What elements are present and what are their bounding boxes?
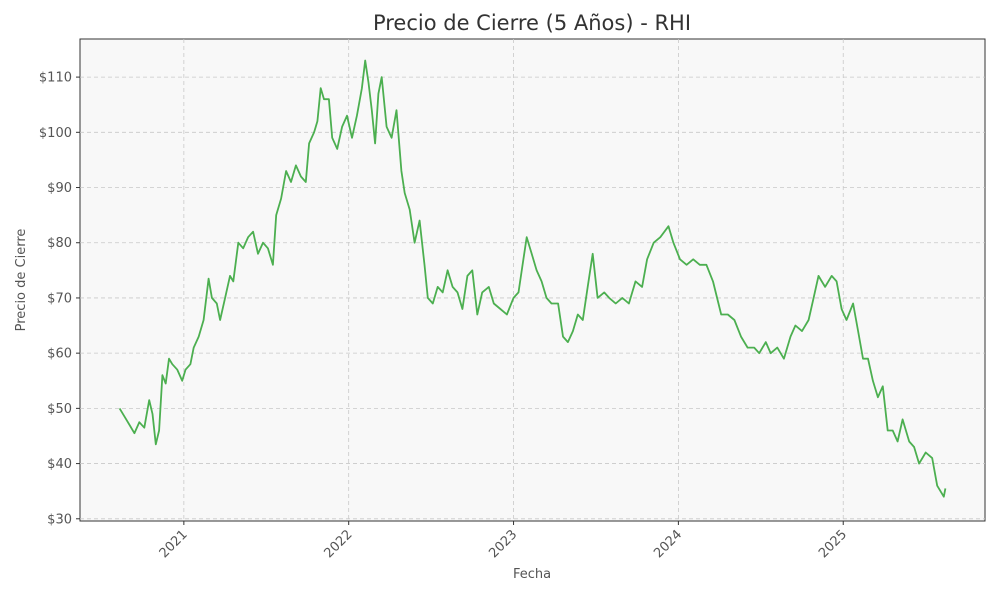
x-tick-label: 2025 (816, 527, 850, 561)
x-tick-label: 2023 (486, 527, 520, 561)
x-tick-label: 2024 (651, 527, 685, 561)
y-tick-label: $80 (47, 236, 72, 251)
chart-title: Precio de Cierre (5 Años) - RHI (373, 11, 691, 35)
y-tick-label: $40 (47, 457, 72, 472)
x-tick-label: 2022 (322, 527, 356, 561)
price-line (118, 59, 947, 498)
x-axis-label: Fecha (513, 567, 551, 582)
y-tick-label: $90 (47, 181, 72, 196)
x-tick-label: 2021 (157, 527, 191, 561)
y-tick-label: $30 (47, 512, 72, 527)
y-tick-label: $110 (39, 71, 72, 86)
y-tick-label: $50 (47, 402, 72, 417)
y-tick-label: $100 (39, 126, 72, 141)
y-tick-label: $60 (47, 347, 72, 362)
plot-area (79, 38, 986, 522)
y-axis-label: Precio de Cierre (14, 229, 29, 332)
y-tick-label: $70 (47, 291, 72, 306)
